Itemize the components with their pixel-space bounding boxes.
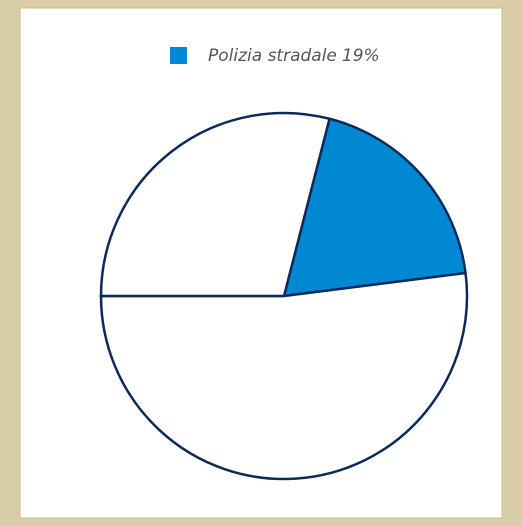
- pie-slice: [99, 111, 331, 298]
- pie-slice: [99, 271, 469, 481]
- legend-name: Polizia stradale: [208, 46, 337, 66]
- pie-slice: [282, 117, 467, 298]
- legend-value: 19%: [342, 46, 380, 66]
- legend-swatch: [170, 47, 187, 64]
- legend-label: Polizia stradale 19%: [208, 46, 380, 66]
